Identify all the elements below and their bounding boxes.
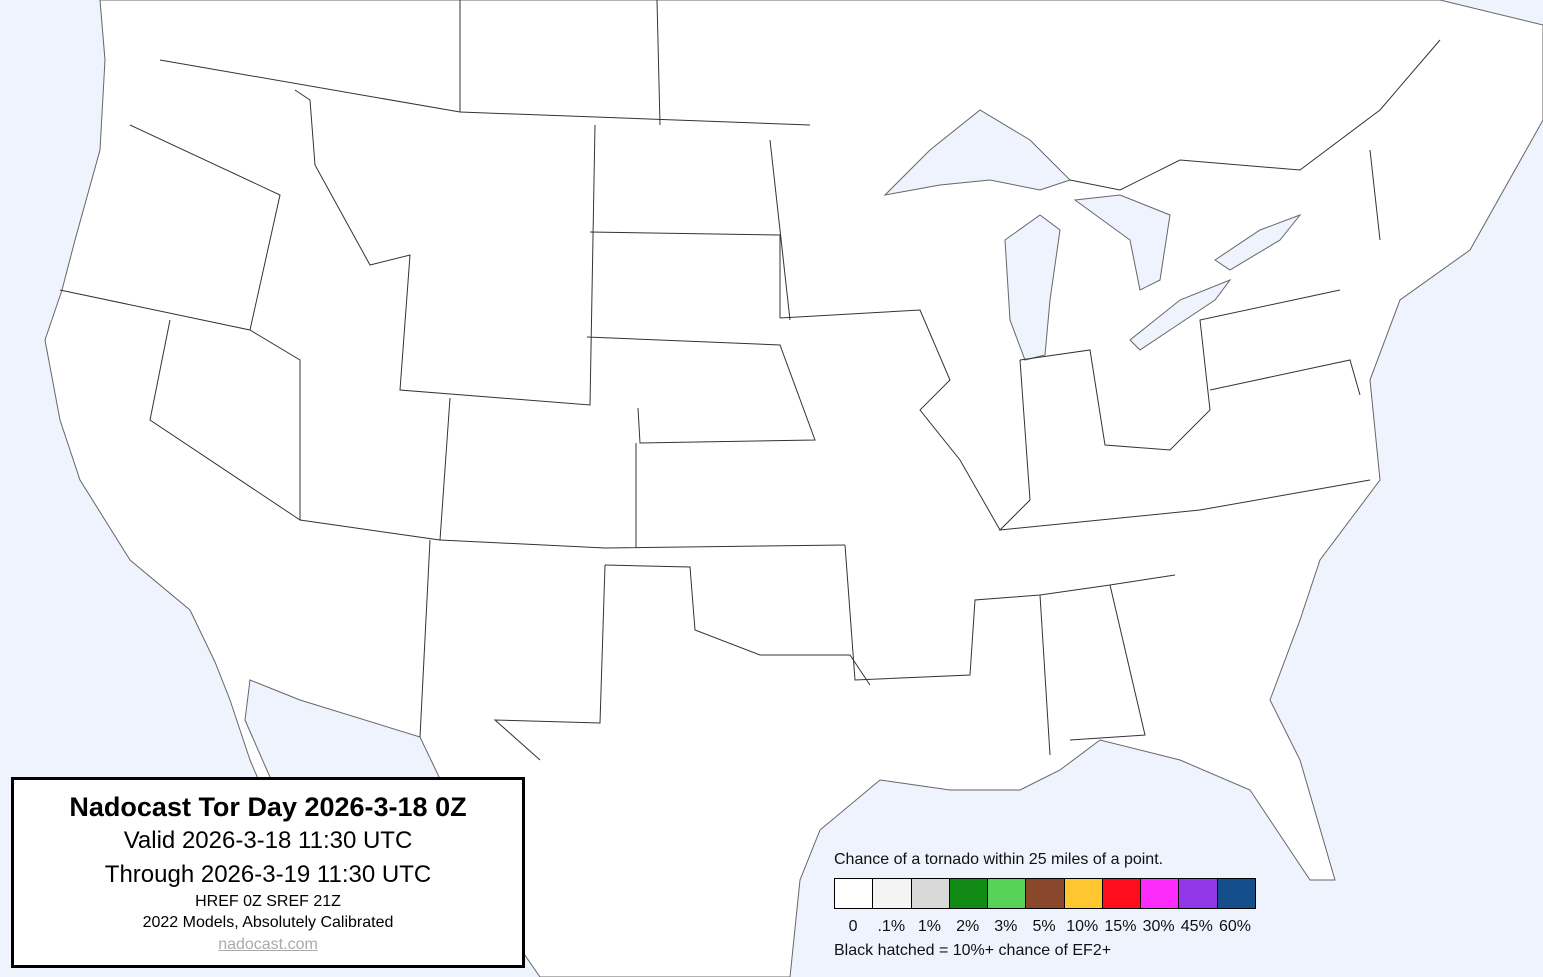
legend-swatch (873, 879, 912, 908)
legend-label: 45% (1180, 918, 1213, 935)
legend-label: 15% (1104, 918, 1137, 935)
legend-swatch (1141, 879, 1180, 908)
legend-label: .1% (877, 918, 906, 935)
legend-swatch (988, 879, 1027, 908)
legend-swatch (1217, 879, 1255, 908)
legend: Chance of a tornado within 25 miles of a… (834, 851, 1256, 960)
legend-swatch (1102, 879, 1142, 908)
calibration-note: 2022 Models, Absolutely Calibrated (142, 914, 394, 931)
legend-swatch (911, 879, 950, 908)
legend-swatches (834, 878, 1256, 909)
legend-label: 1% (917, 918, 942, 935)
great-lakes (883, 109, 1302, 361)
forecast-title: Nadocast Tor Day 2026-3-18 0Z (69, 792, 467, 822)
model-runs: HREF 0Z SREF 21Z (195, 893, 341, 910)
title-box: Nadocast Tor Day 2026-3-18 0Z Valid 2026… (11, 777, 525, 968)
legend-swatch (1026, 879, 1065, 908)
land (44, 0, 1543, 977)
legend-labels: 0 .1% 1% 2% 3% 5% 10% 15% 30% 45% 60% (834, 918, 1256, 936)
legend-label: 3% (994, 918, 1018, 935)
valid-time: Valid 2026-3-18 11:30 UTC (123, 827, 413, 854)
legend-label: 2% (956, 918, 980, 935)
state-borders (59, 0, 1441, 761)
legend-label: 30% (1142, 918, 1175, 935)
legend-label: 10% (1066, 918, 1099, 935)
legend-label: 0 (848, 918, 858, 935)
legend-label: 60% (1218, 918, 1251, 935)
legend-label: 5% (1032, 918, 1056, 935)
legend-swatch (949, 879, 989, 908)
nadocast-link[interactable]: nadocast.com (218, 936, 318, 953)
legend-note: Black hatched = 10%+ chance of EF2+ (834, 942, 1112, 959)
legend-swatch (1179, 879, 1218, 908)
legend-swatch (835, 879, 874, 908)
legend-title: Chance of a tornado within 25 miles of a… (834, 851, 1164, 868)
through-time: Through 2026-3-19 11:30 UTC (104, 861, 432, 888)
legend-swatch (1064, 879, 1103, 908)
